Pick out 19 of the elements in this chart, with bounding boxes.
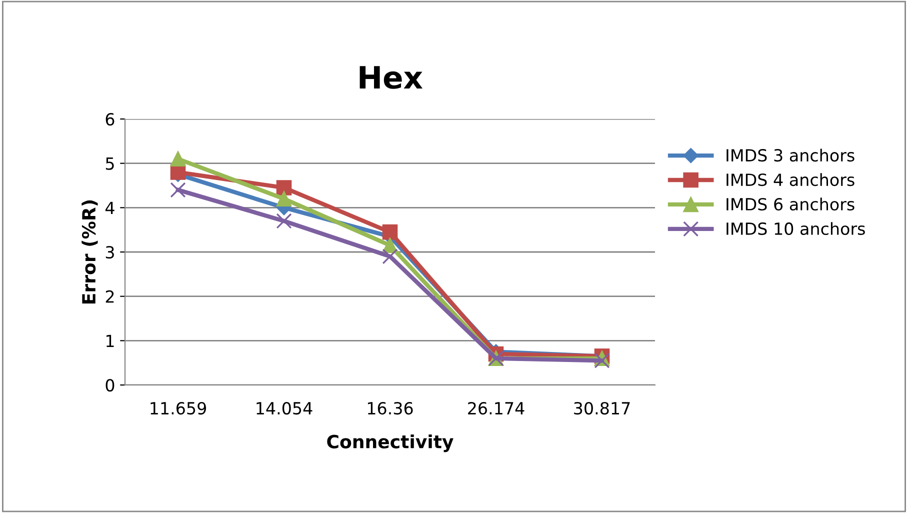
y-tick-label: 2 — [106, 290, 114, 303]
x-tick-label: 11.659 — [150, 402, 206, 415]
y-tick-label: 4 — [105, 202, 114, 214]
x-tick-label: 16.36 — [368, 402, 413, 415]
y-tick-label: 6 — [106, 112, 114, 126]
x-tick-label: 30.817 — [574, 402, 630, 415]
y-tick-label: 1 — [106, 334, 114, 347]
legend-label: IMDS 4 anchors — [726, 173, 854, 186]
y-tick-label: 3 — [106, 246, 114, 259]
y-tick-label: 5 — [106, 158, 114, 170]
x-axis-title: Connectivity — [327, 434, 454, 452]
chart-title: Hex — [360, 66, 423, 89]
legend-label: IMDS 6 anchors — [726, 198, 854, 211]
legend-label: IMDS 10 anchors — [726, 222, 865, 236]
y-tick-label: 0 — [106, 378, 114, 392]
x-tick-label: 14.054 — [256, 402, 312, 415]
y-axis-title: Error (%R) — [82, 200, 98, 304]
legend-label: IMDS 3 anchors — [726, 148, 854, 162]
x-tick-label: 26.174 — [468, 402, 524, 415]
